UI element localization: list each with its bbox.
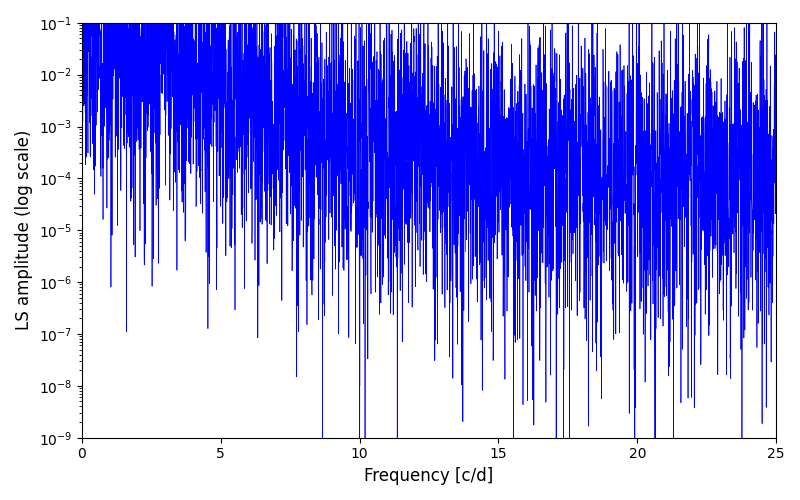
Y-axis label: LS amplitude (log scale): LS amplitude (log scale) — [15, 130, 33, 330]
X-axis label: Frequency [c/d]: Frequency [c/d] — [364, 467, 494, 485]
